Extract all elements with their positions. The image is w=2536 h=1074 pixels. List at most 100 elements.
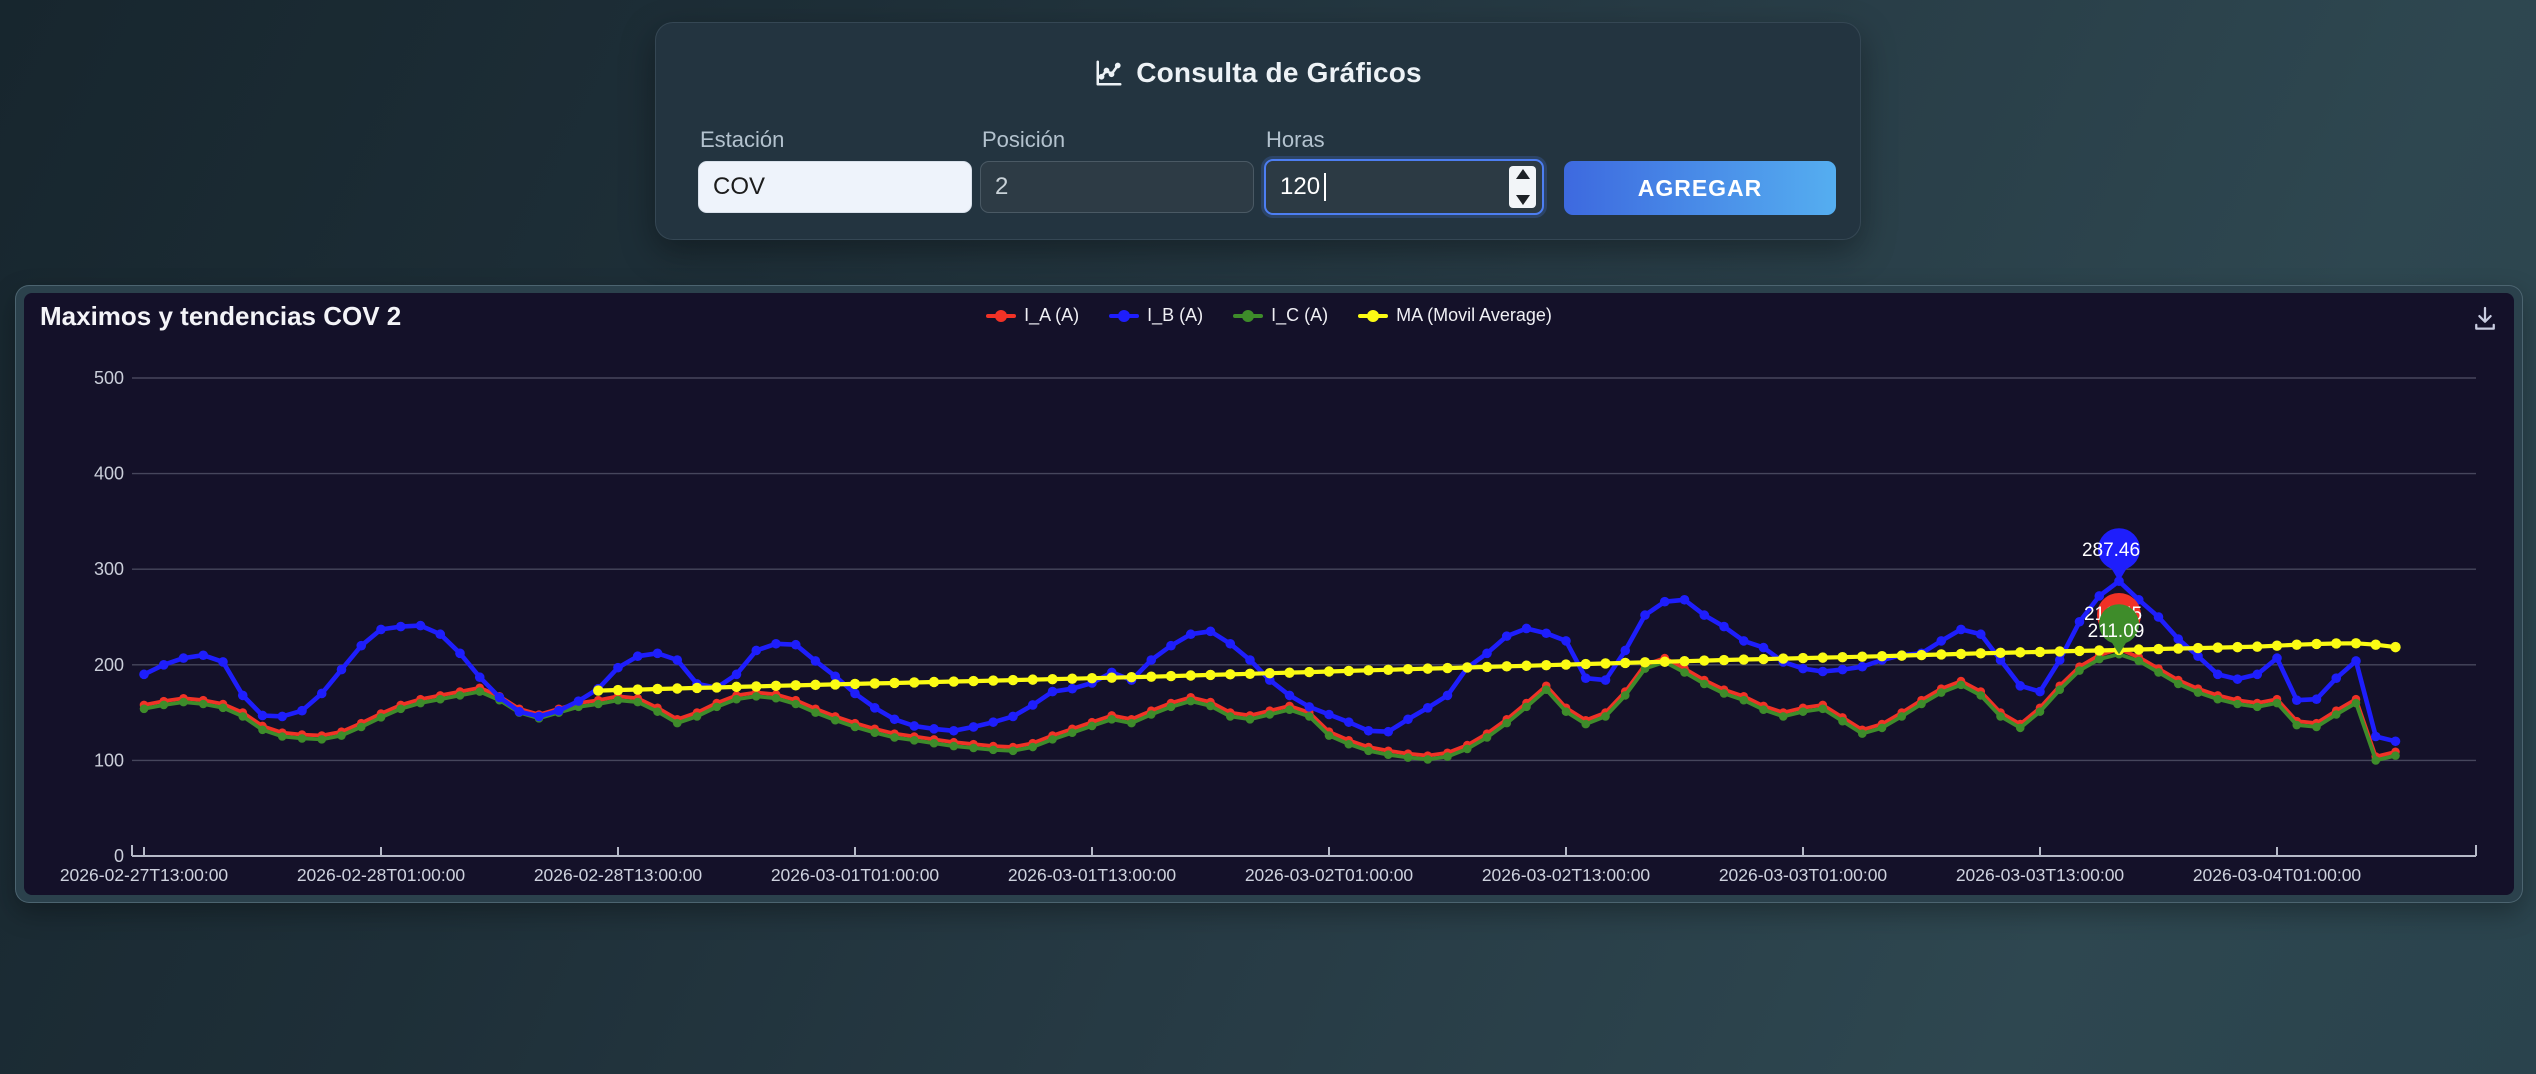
series-point (474, 672, 485, 683)
series-point (336, 664, 347, 675)
series-point (1206, 701, 1215, 711)
series-point (1383, 750, 1393, 759)
legend-item-MA (Movil Average)[interactable]: MA (Movil Average) (1358, 305, 1552, 326)
series-point (1976, 691, 1986, 700)
series-point (2035, 707, 2045, 716)
legend-swatch-icon (986, 309, 1017, 323)
series-point (1738, 654, 1749, 665)
series-point (1521, 623, 1532, 634)
series-point (1936, 688, 1946, 697)
series-point (2193, 688, 2203, 697)
x-tick-label: 2026-02-27T13:00:00 (60, 865, 229, 885)
estacion-input[interactable] (698, 161, 972, 213)
series-point (1048, 735, 1057, 744)
legend-item-I_B (A)[interactable]: I_B (A) (1109, 305, 1203, 326)
series-point (1363, 725, 1374, 736)
x-tick-label: 2026-03-04T01:00:00 (2193, 865, 2362, 885)
legend-swatch-icon (1233, 309, 1264, 323)
series-point (1403, 714, 1413, 725)
series-point (2252, 669, 2263, 680)
series-point (376, 713, 386, 722)
series-point (455, 648, 465, 659)
series-point (1758, 642, 1769, 653)
series-point (317, 735, 327, 744)
series-point (849, 678, 861, 690)
series-point (1047, 673, 1058, 685)
series-point (1245, 714, 1255, 724)
series-point (158, 660, 169, 670)
series-point (1245, 655, 1255, 665)
download-icon[interactable] (2470, 303, 2500, 333)
series-point (751, 692, 761, 701)
series-point (2015, 681, 2026, 691)
series-point (1561, 636, 1571, 646)
chart-plot: 0 100 200 300 400 500 2026-02-27T13:00:00 2026-… (60, 368, 2477, 885)
series-point (1127, 718, 1136, 728)
series-point (1759, 705, 1768, 715)
series-point (2272, 653, 2282, 663)
x-tick-label: 2026-03-01T01:00:00 (771, 865, 940, 885)
series-point (2370, 731, 2381, 742)
series-point (1225, 638, 1236, 649)
series-point (1205, 626, 1216, 637)
series-point (1600, 675, 1611, 685)
series-point (1087, 721, 1097, 731)
series-point (2312, 722, 2321, 732)
series-point (731, 681, 742, 693)
series-point (672, 655, 683, 665)
series-point (2232, 674, 2243, 684)
series-point (2094, 654, 2104, 664)
series-point (356, 722, 366, 732)
posicion-input[interactable] (980, 161, 1254, 213)
series-point (791, 699, 801, 709)
series-point (672, 718, 682, 728)
series-point (1876, 650, 1888, 662)
series-point (1541, 628, 1552, 639)
series-point (711, 682, 722, 693)
series-point (1028, 742, 1038, 752)
series-point (1067, 673, 1078, 684)
series-point (1699, 610, 1710, 620)
series-point (1442, 662, 1453, 674)
series-point (1343, 717, 1354, 727)
y-tick-label: 300 (94, 559, 124, 579)
horas-input[interactable] (1264, 159, 1544, 215)
agregar-button[interactable]: AGREGAR (1564, 161, 1836, 215)
series-point (1304, 712, 1314, 721)
series-point (1106, 672, 1117, 683)
legend-item-I_A (A)[interactable]: I_A (A) (986, 305, 1079, 326)
spinner-down-icon[interactable] (1515, 195, 1530, 205)
series-point (1107, 714, 1117, 724)
series-point (1857, 729, 1867, 738)
series-point (2193, 651, 2203, 661)
series-point (2232, 641, 2243, 653)
spinner-up-icon[interactable] (1515, 169, 1530, 179)
series-point (2133, 644, 2144, 655)
series-point (1067, 728, 1077, 737)
legend-label: I_A (A) (1024, 305, 1080, 325)
series-point (2094, 591, 2105, 601)
legend-swatch-icon (1358, 309, 1389, 323)
series-point (1758, 653, 1769, 665)
series-point (948, 676, 959, 687)
series-point (2390, 641, 2401, 653)
series-point (1067, 683, 1078, 694)
series-point (830, 715, 840, 725)
series-point (1086, 672, 1098, 684)
series-point (1837, 651, 1848, 663)
series-point (751, 681, 762, 692)
series-point (2173, 634, 2184, 644)
series-point (1601, 712, 1610, 721)
series-point (1146, 710, 1156, 719)
series-point (1996, 712, 2005, 721)
legend-item-I_C (A)[interactable]: I_C (A) (1233, 305, 1328, 326)
series-point (218, 703, 228, 713)
series-point (416, 698, 425, 708)
max-value-label: 211.09 (2088, 621, 2145, 642)
y-tick-label: 200 (94, 655, 124, 675)
series-point (929, 724, 939, 734)
series-point (2391, 751, 2400, 760)
series-point (1600, 658, 1611, 669)
number-spinner[interactable] (1509, 166, 1536, 208)
